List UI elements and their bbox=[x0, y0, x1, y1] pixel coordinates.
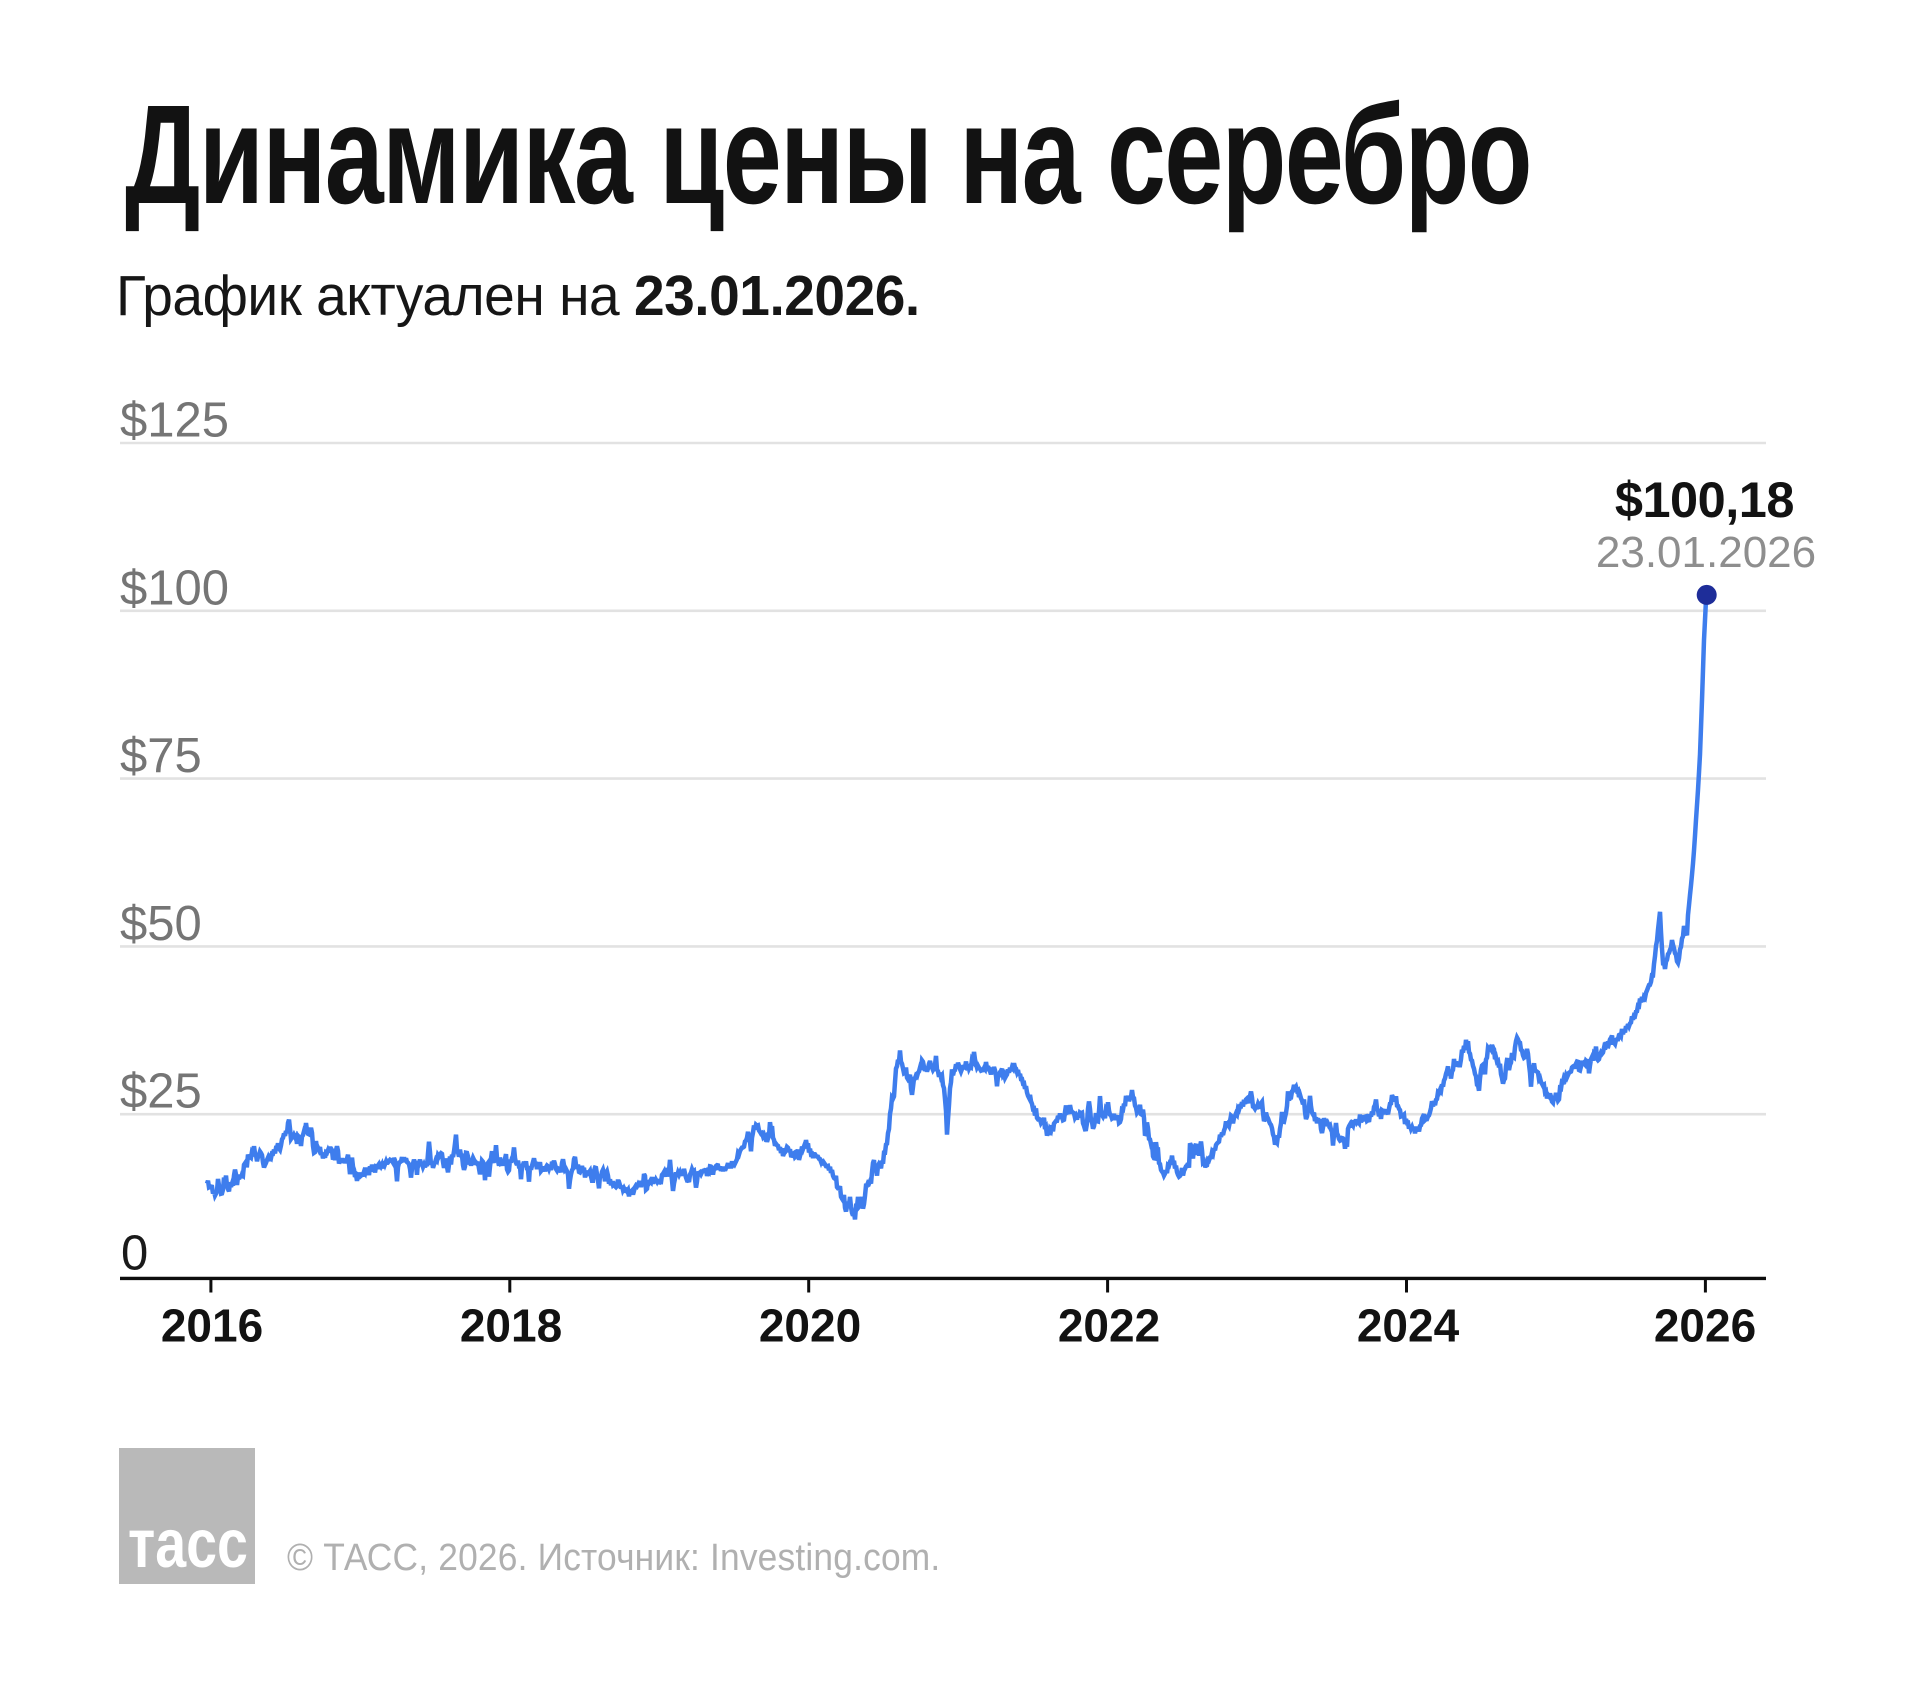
svg-text:$50: $50 bbox=[120, 897, 202, 951]
svg-text:$125: $125 bbox=[120, 394, 229, 448]
svg-text:0: 0 bbox=[121, 1227, 148, 1281]
svg-text:2018: 2018 bbox=[460, 1300, 562, 1352]
svg-text:2022: 2022 bbox=[1058, 1300, 1160, 1352]
svg-text:$75: $75 bbox=[120, 729, 202, 783]
svg-text:2016: 2016 bbox=[161, 1300, 263, 1352]
svg-text:23.01.2026: 23.01.2026 bbox=[1596, 528, 1816, 577]
svg-text:2026: 2026 bbox=[1654, 1300, 1756, 1352]
svg-text:$25: $25 bbox=[120, 1065, 202, 1119]
svg-text:$100,18: $100,18 bbox=[1615, 471, 1794, 528]
svg-text:$100: $100 bbox=[120, 561, 229, 615]
svg-text:2020: 2020 bbox=[759, 1300, 861, 1352]
svg-text:2024: 2024 bbox=[1357, 1300, 1460, 1352]
